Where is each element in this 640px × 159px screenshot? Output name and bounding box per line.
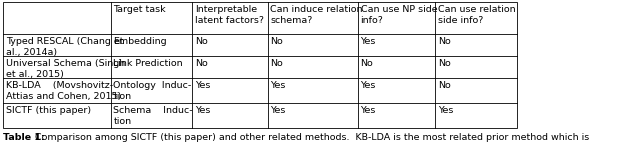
Text: Can use NP side
info?: Can use NP side info? <box>360 5 437 25</box>
Text: Yes: Yes <box>360 81 376 90</box>
Text: Schema    Induc-
tion: Schema Induc- tion <box>113 106 193 126</box>
Text: Yes: Yes <box>360 37 376 46</box>
Text: Ontology  Induc-
tion: Ontology Induc- tion <box>113 81 191 101</box>
Text: Link Prediction: Link Prediction <box>113 59 183 68</box>
Text: Table 1:: Table 1: <box>3 133 45 142</box>
Text: SICTF (this paper): SICTF (this paper) <box>6 106 91 115</box>
Text: Comparison among SICTF (this paper) and other related methods.  KB-LDA is the mo: Comparison among SICTF (this paper) and … <box>29 133 589 142</box>
Text: Interpretable
latent factors?: Interpretable latent factors? <box>195 5 264 25</box>
Text: Can use relation
side info?: Can use relation side info? <box>438 5 515 25</box>
Text: Yes: Yes <box>271 106 286 115</box>
Text: No: No <box>438 37 451 46</box>
Text: No: No <box>271 59 283 68</box>
Text: No: No <box>195 59 207 68</box>
Text: Embedding: Embedding <box>113 37 167 46</box>
Text: Typed RESCAL (Chang et
al., 2014a): Typed RESCAL (Chang et al., 2014a) <box>6 37 124 57</box>
Text: No: No <box>195 37 207 46</box>
Text: Yes: Yes <box>438 106 453 115</box>
Bar <box>3 2 516 128</box>
Text: Yes: Yes <box>271 81 286 90</box>
Text: No: No <box>271 37 283 46</box>
Text: Target task: Target task <box>113 5 166 14</box>
Text: Can induce relation
schema?: Can induce relation schema? <box>271 5 363 25</box>
Text: Yes: Yes <box>195 106 211 115</box>
Text: No: No <box>360 59 373 68</box>
Text: Yes: Yes <box>360 106 376 115</box>
Text: KB-LDA    (Movshovitz-
Attias and Cohen, 2015): KB-LDA (Movshovitz- Attias and Cohen, 20… <box>6 81 121 101</box>
Text: Yes: Yes <box>195 81 211 90</box>
Text: Universal Schema (Singh
et al., 2015): Universal Schema (Singh et al., 2015) <box>6 59 125 79</box>
Text: No: No <box>438 59 451 68</box>
Text: No: No <box>438 81 451 90</box>
